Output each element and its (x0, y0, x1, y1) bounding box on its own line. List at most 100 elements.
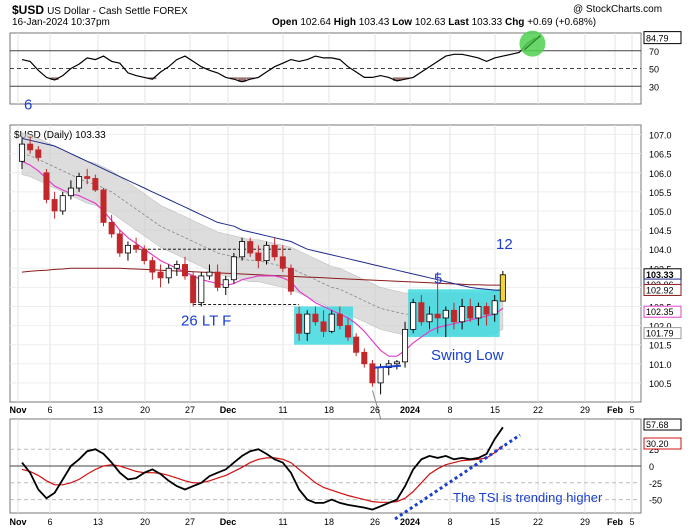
low-label: Low (392, 17, 413, 28)
tsi-panel: 25 0 -25 -50 The TSI is trending higher 57.68… (9, 418, 682, 527)
candle-body (353, 336, 360, 353)
price-x-label: 20 (140, 405, 150, 415)
candle-body (198, 275, 205, 304)
candle-body (344, 325, 351, 338)
price-x-label: 22 (533, 405, 543, 415)
candle-body (27, 143, 34, 151)
candle-body (108, 222, 115, 235)
price-value-label: 102.92 (646, 285, 674, 295)
tsi-value-tag (643, 418, 682, 431)
symbol: $USD (12, 3, 45, 17)
candle-body (92, 178, 99, 191)
candle-body (84, 176, 91, 179)
tsi-signal-tag (643, 437, 682, 450)
candle-body (116, 233, 123, 254)
price-x-label: Dec (220, 405, 237, 415)
candle-body (239, 241, 246, 258)
rsi-current-value: 84.79 (646, 34, 669, 44)
candle-body (377, 367, 384, 384)
price-tick-label: 101.0 (649, 360, 672, 370)
price-tick-label: 104.5 (649, 226, 672, 236)
wave-label-5: 5 (434, 271, 442, 288)
tsi-trend-line (394, 433, 521, 521)
candle-body (279, 256, 286, 269)
symbol-title: $USD US Dollar - Cash Settle FOREX (12, 3, 188, 17)
chg-value: +0.69 (+0.68%) (527, 17, 597, 28)
candle-body (361, 351, 368, 365)
price-tick-label: 101.5 (649, 341, 672, 351)
tsi-tick-label: -25 (649, 479, 662, 489)
rsi-tick-label: 70 (649, 47, 659, 57)
candle-body (76, 176, 83, 189)
candle-body (499, 274, 506, 302)
tsi-x-label: 26 (370, 517, 380, 527)
price-tick-label: 106.0 (649, 169, 672, 179)
price-tick-label: 102.0 (649, 322, 672, 332)
price-x-label: 5 (629, 405, 634, 415)
tsi-x-label: 6 (47, 517, 52, 527)
candle-body (491, 300, 498, 315)
candle-body (157, 271, 164, 279)
price-tick-label: 106.5 (649, 150, 672, 160)
chg-label: Chg (504, 17, 525, 28)
tsi-x-label: Feb (607, 517, 624, 527)
candle-body (434, 313, 441, 319)
candle-body (369, 363, 376, 384)
candle-body (255, 252, 262, 262)
swing-low-label: Swing Low (431, 347, 504, 364)
price-panel-title: $USD (Daily) 103.33 (14, 130, 106, 141)
price-x-label: Nov (9, 405, 26, 415)
candle-body (336, 313, 343, 326)
price-x-label: 29 (580, 405, 590, 415)
price-tick-label: 100.5 (649, 379, 672, 389)
candle-body (296, 313, 303, 334)
tsi-current-value: 57.68 (646, 420, 669, 430)
tsi-tick-label: 0 (649, 462, 654, 472)
price-value-tag (643, 305, 682, 318)
cycle-low-label: 26 LT F (181, 313, 231, 330)
last-label: Last (448, 17, 469, 28)
candle-body (418, 302, 425, 323)
candle-body (287, 267, 294, 292)
candle-body (442, 309, 449, 319)
tsi-x-label: 15 (490, 517, 500, 527)
price-x-label: 26 (370, 405, 380, 415)
candle-body (247, 241, 254, 254)
price-value-tag (643, 327, 682, 340)
open-value: 102.64 (300, 17, 331, 28)
open-label: Open (272, 17, 298, 28)
candle-body (181, 264, 188, 277)
candle-body (467, 306, 474, 319)
tsi-x-label: 13 (93, 517, 103, 527)
candle-body (67, 187, 74, 197)
candle-body (312, 313, 319, 323)
last-value: 103.33 (471, 17, 503, 28)
rsi-panel: 70 50 30 84.79 (9, 30, 682, 105)
candle-body (263, 244, 270, 262)
tsi-tick-label: 25 (649, 445, 659, 455)
tsi-x-label: 18 (324, 517, 334, 527)
price-x-label: 15 (490, 405, 500, 415)
candle-body (18, 143, 25, 162)
price-x-label: 8 (447, 405, 452, 415)
high-label: High (333, 17, 356, 28)
candle-body (51, 199, 58, 212)
candle-body (304, 313, 311, 334)
candle-body (133, 244, 140, 250)
date-time: 16-Jan-2024 10:37pm (12, 17, 110, 28)
tsi-annotation: The TSI is trending higher (453, 490, 603, 505)
symbol-name: US Dollar - Cash Settle FOREX (47, 6, 188, 17)
rsi-tick-label: 50 (649, 65, 659, 75)
candle-body (475, 306, 482, 319)
rsi-highlight-marker (519, 30, 546, 57)
candle-body (222, 279, 229, 288)
price-x-label: 2024 (400, 405, 420, 415)
rsi-marker-arrow (523, 35, 541, 51)
watermark: @ StockCharts.com (573, 4, 663, 15)
price-x-label: 18 (324, 405, 334, 415)
price-value-label: 103.33 (646, 270, 674, 280)
high-value: 103.43 (358, 17, 390, 28)
candle-body (328, 313, 335, 332)
tsi-x-label: 2024 (400, 517, 420, 527)
tsi-x-label: 11 (278, 517, 287, 527)
